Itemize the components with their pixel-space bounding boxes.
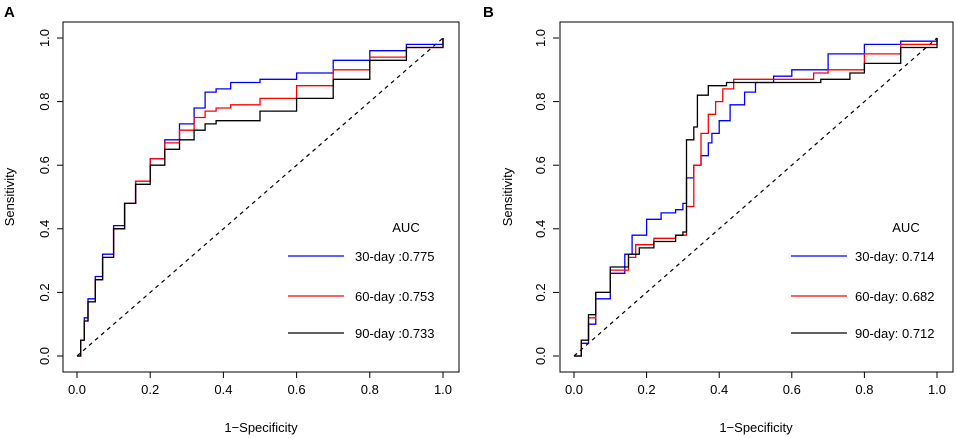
y-axis-title: Sensitivity — [500, 167, 515, 226]
legend-label-60-day: 60-day :0.753 — [355, 289, 435, 304]
x-tick-label: 0.6 — [783, 382, 801, 397]
x-tick-label: 0.0 — [565, 382, 583, 397]
reference-diagonal — [76, 37, 444, 357]
x-tick-label: 0.2 — [638, 382, 656, 397]
y-tick-label: 0.0 — [37, 347, 52, 365]
x-tick-label: 0.4 — [710, 382, 728, 397]
y-tick-label: 0.4 — [37, 220, 52, 238]
y-tick-label: 0.2 — [533, 283, 548, 301]
y-tick-label: 0.8 — [37, 93, 52, 111]
y-tick-label: 0.8 — [533, 93, 548, 111]
x-tick-label: 0.8 — [855, 382, 873, 397]
x-axis-title: 1−Specificity — [719, 420, 793, 435]
x-tick-label: 0.6 — [288, 382, 306, 397]
x-tick-label: 0.0 — [68, 382, 86, 397]
y-tick-label: 1.0 — [37, 29, 52, 47]
legend-label-90-day: 90-day: 0.712 — [855, 326, 935, 341]
y-axis: 0.0 0.2 0.4 0.6 0.8 1.0 — [533, 29, 559, 365]
plot-frame — [559, 21, 954, 373]
y-tick-label: 0.6 — [37, 156, 52, 174]
panel-b: B 0.00.20.40.60.81.0 0.0 0.2 0.4 0.6 0.8 1.0 … — [483, 4, 954, 435]
y-tick-label: 0.4 — [533, 220, 548, 238]
legend-label-30-day: 30-day :0.775 — [355, 249, 435, 264]
y-tick-label: 0.6 — [533, 156, 548, 174]
legend: AUC 30-day :0.775 60-day :0.753 90-day :0.… — [288, 220, 435, 341]
legend: AUC 30-day: 0.714 60-day: 0.682 90-day: 0.… — [791, 220, 935, 341]
x-axis: 0.0 0.2 0.4 0.6 0.8 1.0 — [565, 372, 946, 397]
x-tick-label: 0.2 — [141, 382, 159, 397]
y-axis-title: Sensitivity — [2, 167, 17, 226]
legend-title: AUC — [892, 220, 919, 235]
panel-label: A — [4, 4, 15, 21]
x-axis-title: 1−Specificity — [224, 420, 298, 435]
x-tick-label: 0.8 — [361, 382, 379, 397]
x-tick-label: 1.0 — [434, 382, 452, 397]
panel-label: B — [483, 4, 494, 21]
roc-curve-90-day — [77, 38, 444, 357]
reference-diagonal — [573, 37, 938, 357]
plot-frame — [62, 21, 460, 373]
roc-curves — [77, 38, 444, 357]
x-tick-label: 0.4 — [214, 382, 232, 397]
legend-title: AUC — [392, 220, 419, 235]
roc-curves — [574, 38, 938, 357]
y-axis: 0.0 0.2 0.4 0.6 0.8 1.0 — [37, 29, 63, 365]
legend-label-30-day: 30-day: 0.714 — [855, 249, 935, 264]
y-tick-label: 0.2 — [37, 283, 52, 301]
x-axis: 0.0 0.2 0.4 0.6 0.8 1.0 — [68, 372, 452, 397]
legend-label-90-day: 90-day :0.733 — [355, 326, 435, 341]
y-tick-label: 1.0 — [533, 29, 548, 47]
y-tick-label: 0.0 — [533, 347, 548, 365]
panel-a: A 0.00.20.40.60.81.0 0.0 0.2 0.4 0.6 0.8 1.0 … — [2, 4, 460, 435]
roc-curve-90-day — [574, 38, 938, 357]
x-tick-label: 1.0 — [928, 382, 946, 397]
legend-label-60-day: 60-day: 0.682 — [855, 289, 935, 304]
